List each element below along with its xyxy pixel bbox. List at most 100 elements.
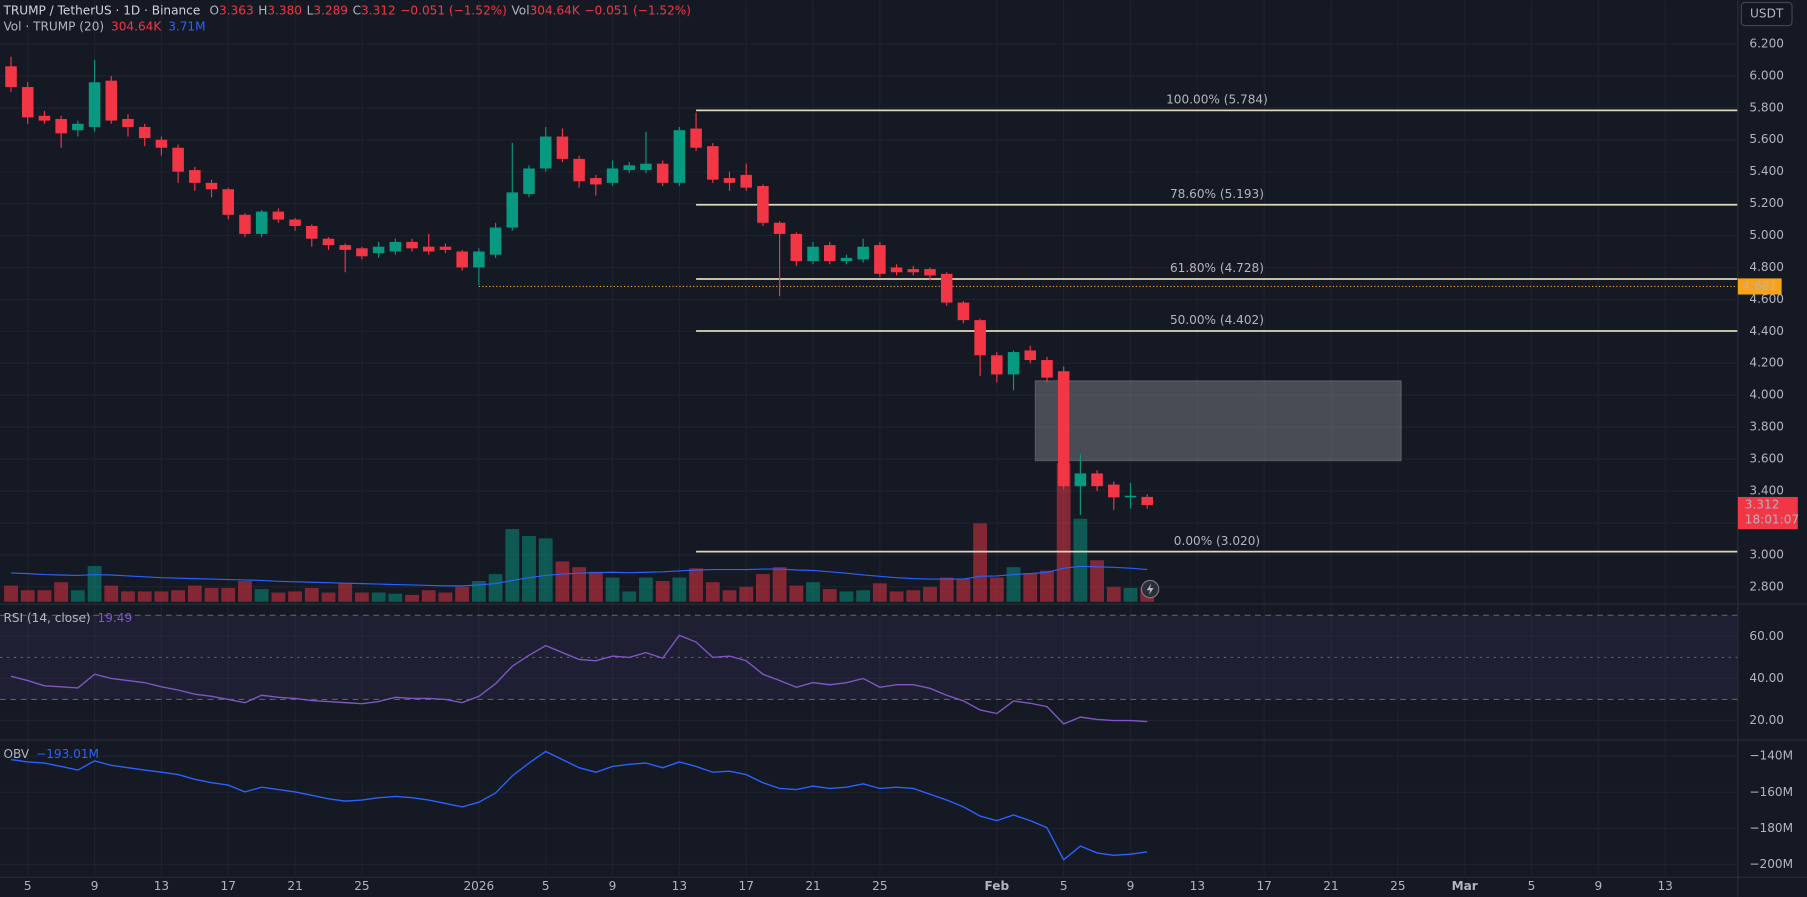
volume-bar — [522, 536, 536, 602]
volume-bar — [806, 582, 820, 602]
rsi-line — [10, 634, 1148, 725]
x-tick-label: 9 — [609, 879, 617, 893]
candle-body — [606, 168, 619, 183]
zone-box — [1034, 380, 1402, 462]
candle-body — [339, 245, 351, 250]
candle-body — [890, 267, 903, 273]
candle-body — [1091, 473, 1103, 487]
fib-label: 61.80% (4.728) — [1170, 261, 1264, 275]
volume-bar — [555, 561, 570, 602]
volume-bar — [923, 586, 937, 602]
volume-bar — [20, 590, 35, 602]
y-tick-label: 5.800 — [1749, 100, 1784, 114]
volume-bar — [572, 567, 587, 602]
candle-body — [55, 118, 67, 134]
readout-value: 3.380 — [267, 3, 302, 17]
candle-body — [1057, 371, 1070, 487]
volume-bar — [338, 583, 353, 602]
x-tick-label: 5 — [1528, 879, 1536, 893]
candle-body — [222, 189, 235, 215]
y-tick-label: 5.000 — [1749, 228, 1784, 242]
x-tick-label: 25 — [354, 879, 369, 893]
candle-body — [5, 66, 17, 88]
y-tick-label: −180M — [1749, 821, 1793, 835]
volume-title: Vol · TRUMP (20) — [3, 19, 104, 33]
candle-body — [105, 80, 118, 121]
volume-bar — [1090, 560, 1104, 602]
volume-bar — [689, 568, 703, 602]
candle-body — [807, 246, 819, 262]
axes: 5 9 13 17 21 25 2026 5 9 13 17 21 25 Feb 5 9 13 17 21 25 Mar… — [24, 36, 1799, 892]
candle-body — [439, 246, 452, 250]
volume-bar — [171, 590, 186, 602]
rsi-title: RSI (14, close) — [3, 610, 90, 624]
candle-body — [924, 269, 936, 276]
x-tick-label: 21 — [805, 879, 820, 893]
volume-bar — [87, 566, 102, 602]
y-tick-label: −140M — [1749, 749, 1793, 763]
candle-body — [289, 219, 301, 226]
last-price-badge — [1737, 496, 1798, 530]
volume-bar — [989, 577, 1004, 602]
y-tick-label: 5.600 — [1749, 132, 1784, 146]
volume-bar — [254, 589, 269, 602]
y-tick-label: −200M — [1749, 857, 1793, 871]
candle-body — [473, 251, 485, 268]
fib-label: 78.60% (5.193) — [1170, 187, 1264, 201]
candle-body — [556, 136, 569, 159]
volume-bar — [438, 592, 453, 602]
volume-bar — [1006, 567, 1021, 602]
candle-body — [72, 123, 84, 131]
volume-bar — [455, 586, 470, 602]
obv-readout: −193.01M — [36, 746, 99, 760]
readout-key: L — [307, 3, 314, 17]
y-tick-label: 20.00 — [1749, 713, 1784, 727]
candle-body — [422, 246, 435, 252]
change: −0.051 (−1.52%) — [400, 3, 507, 17]
candle-body — [590, 178, 602, 185]
candle-body — [707, 146, 719, 180]
volume-bar — [505, 529, 520, 602]
candle-body — [189, 170, 201, 183]
candle-body — [38, 115, 51, 121]
currency-label[interactable]: USDT — [1750, 7, 1784, 21]
volume-bar — [856, 590, 871, 602]
volume-bar — [371, 592, 386, 602]
x-tick-label: Mar — [1452, 879, 1478, 893]
vol-change: −0.051 (−1.52%) — [584, 3, 691, 17]
candle-body — [874, 245, 886, 274]
x-tick-label: 21 — [287, 879, 302, 893]
volume-bar — [655, 581, 670, 602]
volume-bar — [271, 592, 286, 602]
volume-bar — [405, 594, 419, 602]
volume-bar — [37, 590, 52, 602]
volume-bar — [137, 591, 152, 602]
volume-bar — [822, 589, 837, 602]
volume-bar — [1023, 572, 1038, 602]
candle-body — [1024, 350, 1037, 361]
candle-body — [138, 126, 151, 139]
candle-body — [907, 269, 920, 273]
x-tick-label: 9 — [1127, 879, 1135, 893]
y-tick-label: 3.000 — [1749, 547, 1784, 561]
y-tick-label: 3.600 — [1749, 452, 1784, 466]
candle-body — [1007, 352, 1020, 375]
vol-text: 304.64K — [530, 3, 581, 17]
x-tick-label: 9 — [91, 879, 99, 893]
price-line-label: 4.681 — [1742, 279, 1777, 293]
volume-bar — [388, 593, 403, 602]
readout-key: O — [209, 3, 219, 17]
readout-value: 3.363 — [219, 3, 254, 17]
candle-body — [1124, 495, 1137, 498]
volume-bar — [672, 577, 687, 602]
currency-button[interactable] — [1740, 1, 1793, 27]
volume-bar — [722, 590, 737, 602]
rsi-header: RSI (14, close) 19.49 — [3, 610, 132, 624]
volume-bar — [488, 574, 503, 602]
y-tick-label: 60.00 — [1749, 629, 1784, 643]
y-tick-label: 3.400 — [1749, 483, 1784, 497]
y-tick-label: 4.400 — [1749, 324, 1784, 338]
candle-body — [740, 174, 752, 188]
